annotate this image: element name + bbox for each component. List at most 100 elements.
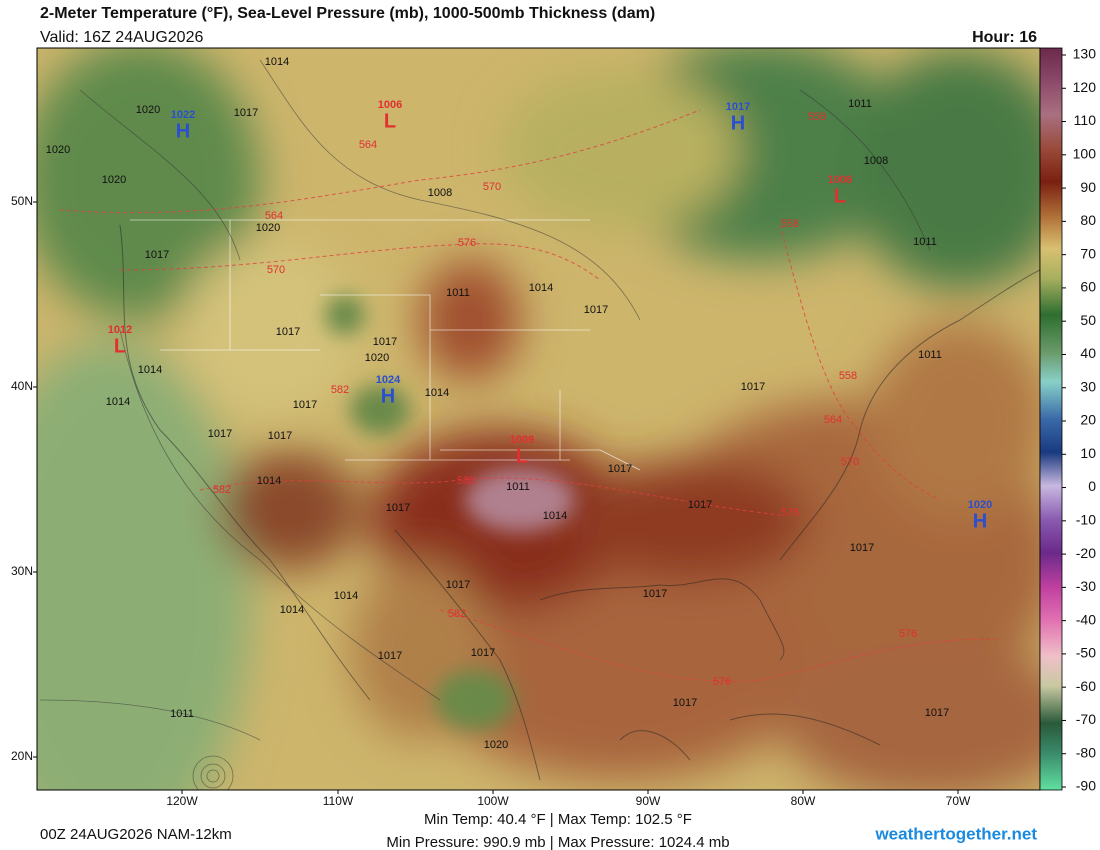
map-field [37,48,1040,790]
thickness-label: 564 [824,414,842,426]
isobar-label: 1020 [46,144,70,156]
isobar-label: 1017 [276,326,300,338]
isobar-label: 1011 [848,98,872,110]
lat-label: 30N [11,564,33,578]
isobar-label: 1017 [608,463,632,475]
pressure-center-letter: H [381,385,395,407]
isobar-label: 1017 [471,647,495,659]
thickness-label: 558 [781,218,799,230]
forecast-hour: Hour: 16 [972,29,1037,46]
isobar-label: 1017 [386,502,410,514]
isobar-label: 1014 [280,604,304,616]
isobar-label: 1017 [293,399,317,411]
isobar-label: 1011 [918,349,942,361]
isobar-label: 1014 [265,56,289,68]
map-title: 2-Meter Temperature (°F), Sea-Level Pres… [40,5,655,22]
pressure-center-value: 1017 [726,101,750,113]
isobar-label: 1017 [208,428,232,440]
valid-time: Valid: 16Z 24AUG2026 [40,29,203,46]
thickness-label: 570 [483,181,501,193]
colorbar-label: 0 [1088,478,1096,494]
thickness-label: 582 [331,384,349,396]
thickness-label: 570 [267,264,285,276]
pressure-center-letter: H [973,510,987,532]
thickness-label: 564 [359,139,377,151]
isobar-label: 1017 [643,588,667,600]
lon-label: 90W [636,794,661,808]
lat-label: 20N [11,749,33,763]
isobar-label: 1020 [102,174,126,186]
isobar-label: 1017 [688,499,712,511]
lat-label: 50N [11,194,33,208]
isobar-label: 1017 [673,697,697,709]
isobar-label: 1017 [850,542,874,554]
thickness-label: 588 [457,475,475,487]
pressure-center-value: 1006 [378,99,402,111]
pressure-center-value: 1009 [510,434,534,446]
isobar-label: 1011 [170,708,194,720]
isobar-label: 1014 [106,396,130,408]
thickness-label: 582 [448,608,466,620]
colorbar-label: 10 [1080,445,1096,461]
pressure-center-value: 1024 [376,374,401,386]
pressure-center-letter: H [731,112,745,134]
lon-label: 70W [946,794,971,808]
colorbar-label: -20 [1076,545,1096,561]
model-run: 00Z 24AUG2026 NAM-12km [40,826,232,843]
isobar-label: 1014 [138,364,162,376]
isobar-label: 1017 [741,381,765,393]
thickness-label: 582 [213,484,231,496]
pressure-center-letter: H [176,120,190,142]
isobar-label: 1014 [543,510,567,522]
colorbar-label: -30 [1076,578,1096,594]
colorbar-label: -90 [1076,778,1096,794]
colorbar-label: 70 [1080,245,1096,261]
thickness-label: 576 [458,237,476,249]
colorbar-label: -50 [1076,645,1096,661]
colorbar-label: 50 [1080,312,1096,328]
pressure-center-letter: L [516,445,528,467]
colorbar [1039,47,1063,791]
thickness-label: 576 [713,676,731,688]
isobar-label: 1014 [257,475,281,487]
isobar-label: 1017 [378,650,402,662]
colorbar-label: 90 [1080,179,1096,195]
isobar-label: 1011 [446,287,470,299]
lon-label: 120W [166,794,198,808]
thickness-label: 576 [781,507,799,519]
lon-label: 110W [323,794,354,808]
isobar-label: 1017 [925,707,949,719]
isobar-label: 1017 [446,579,470,591]
colorbar-label: 20 [1080,412,1096,428]
pressure-center-letter: L [114,335,126,357]
isobar-label: 1020 [256,222,280,234]
isobar-label: 1017 [145,249,169,261]
thickness-label: 558 [839,370,857,382]
isobar-label: 1017 [373,336,397,348]
colorbar-label: -60 [1076,678,1096,694]
pressure-center-letter: L [384,110,396,132]
isobar-label: 1017 [234,107,258,119]
colorbar-label: -70 [1076,711,1096,727]
colorbar-label: 60 [1080,279,1096,295]
pressure-center-value: 1012 [108,324,132,336]
website: weathertogether.net [874,824,1037,843]
pressure-center-letter: L [834,185,846,207]
colorbar-label: 30 [1080,378,1096,394]
isobar-label: 1014 [425,387,449,399]
colorbar-label: 80 [1080,212,1096,228]
isobar-label: 1011 [506,481,530,493]
lon-label: 100W [477,794,509,808]
isobar-label: 1017 [584,304,608,316]
isobar-label: 1008 [864,155,888,167]
isobar-label: 1020 [484,739,508,751]
colorbar-label: -40 [1076,611,1096,627]
colorbar-label: 130 [1073,46,1097,62]
thickness-label: 570 [841,456,859,468]
pressure-center-value: 1020 [968,499,992,511]
lat-label: 40N [11,379,33,393]
thickness-label: 564 [265,210,283,222]
colorbar-label: -10 [1076,512,1096,528]
pressure-center-value: 1006 [828,174,852,186]
